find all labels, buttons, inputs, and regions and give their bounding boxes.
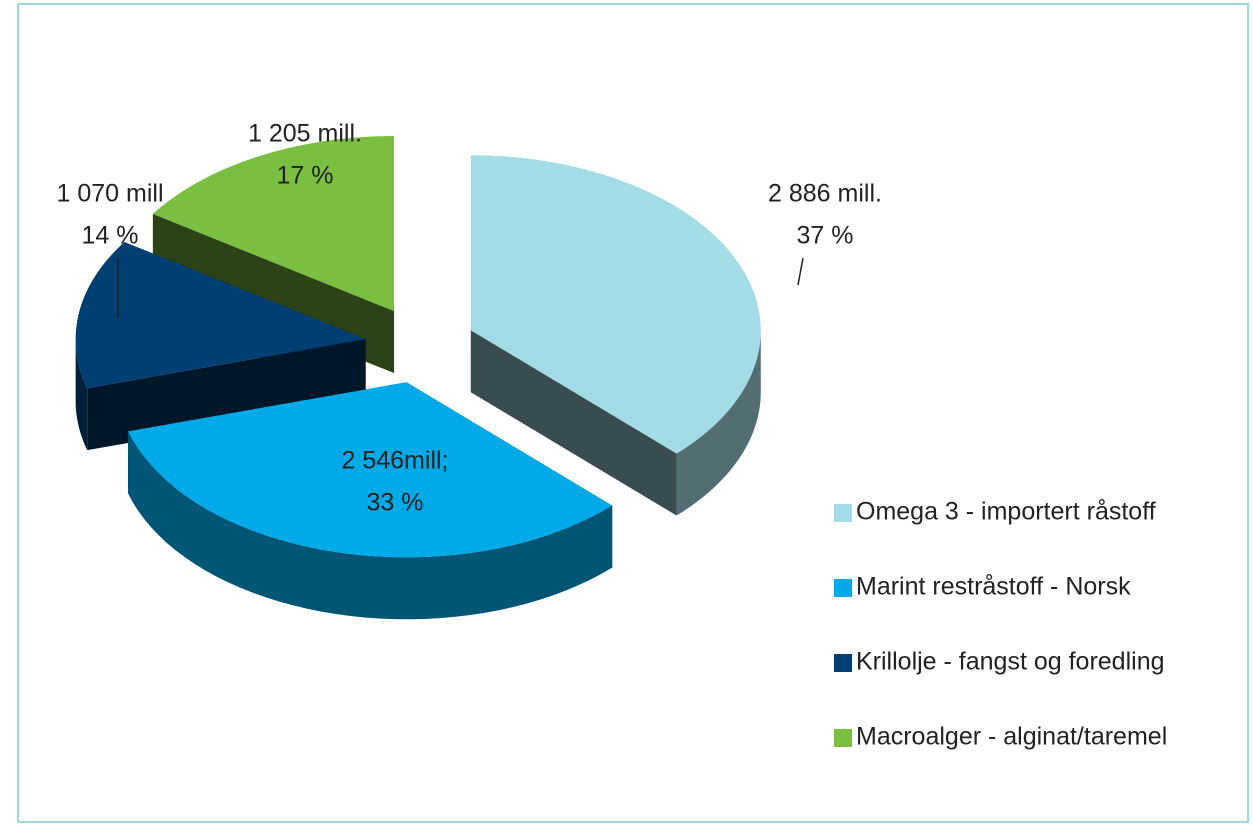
slice xyxy=(75,242,366,389)
slice xyxy=(470,155,761,454)
data-label: 37 % xyxy=(797,222,854,250)
data-label: 33 % xyxy=(367,489,424,517)
legend-swatch xyxy=(834,504,852,522)
legend-label: Omega 3 - importert råstoff xyxy=(856,498,1156,526)
data-label: 1 205 mill. xyxy=(248,120,362,148)
slice xyxy=(128,382,613,558)
slice-side xyxy=(676,330,761,516)
data-label: 14 % xyxy=(82,222,139,250)
slice-side xyxy=(128,431,613,620)
data-label: 2 886 mill. xyxy=(768,180,882,208)
leader-line xyxy=(797,257,804,286)
legend-swatch xyxy=(834,729,852,747)
legend-label: Krillolje - fangst og foredling xyxy=(856,648,1165,676)
legend-swatch xyxy=(834,654,852,672)
slice-radial-side xyxy=(470,330,677,516)
slice xyxy=(152,136,395,312)
legend-label: Macroalger - alginat/taremel xyxy=(856,723,1167,751)
legend-swatch xyxy=(834,579,852,597)
data-label: 1 070 mill xyxy=(57,180,164,208)
slice-side xyxy=(75,339,88,451)
legend-label: Marint restråstoff - Norsk xyxy=(856,573,1131,601)
data-label: 2 546mill; xyxy=(342,447,449,475)
data-label: 17 % xyxy=(277,162,334,190)
